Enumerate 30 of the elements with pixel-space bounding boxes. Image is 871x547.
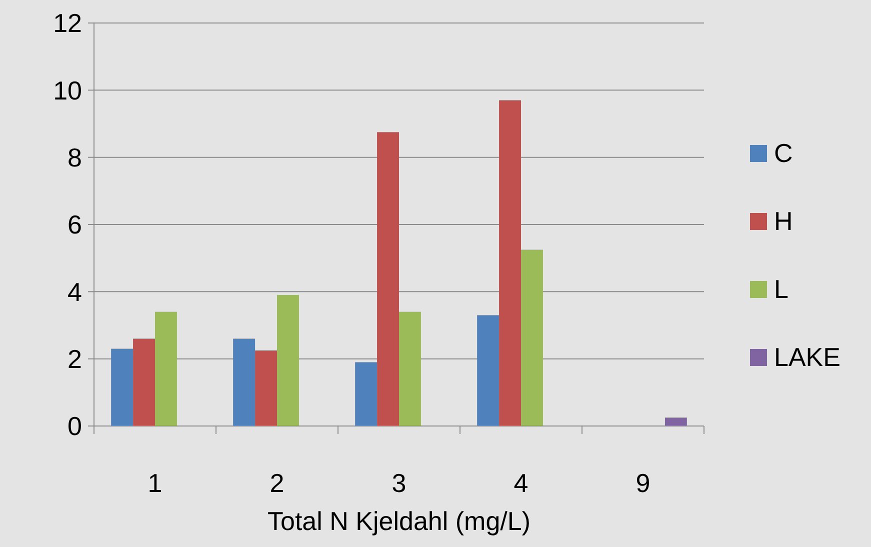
y-tick-label: 8 [68, 142, 82, 172]
y-tick-label: 10 [53, 75, 82, 106]
bar [664, 418, 687, 426]
y-tick-label: 4 [68, 276, 82, 307]
y-tick-label: 0 [68, 411, 82, 442]
bar [355, 362, 378, 426]
x-tick-label: 2 [270, 468, 284, 498]
bar [133, 338, 155, 426]
x-axis-title: Total N Kjeldahl (mg/L) [268, 506, 530, 536]
legend-label: C [774, 138, 793, 168]
legend-label: LAKE [774, 342, 840, 372]
legend-label: L [774, 274, 788, 304]
y-tick-label: 12 [53, 8, 82, 38]
bar [521, 250, 543, 426]
x-tick-label: 4 [514, 468, 528, 498]
y-tick-label: 2 [68, 344, 82, 374]
bar [377, 132, 399, 426]
bar [499, 100, 521, 426]
bar [277, 295, 299, 426]
bar [111, 348, 134, 426]
x-tick-label: 1 [148, 468, 162, 498]
bar [255, 350, 277, 426]
x-tick-label: 9 [636, 468, 650, 498]
bar [233, 338, 256, 426]
x-tick-label: 3 [392, 468, 406, 498]
legend-label: H [774, 206, 793, 236]
bar [399, 312, 421, 426]
y-tick-label: 6 [68, 210, 82, 240]
bar [155, 312, 177, 426]
bar [477, 315, 500, 426]
